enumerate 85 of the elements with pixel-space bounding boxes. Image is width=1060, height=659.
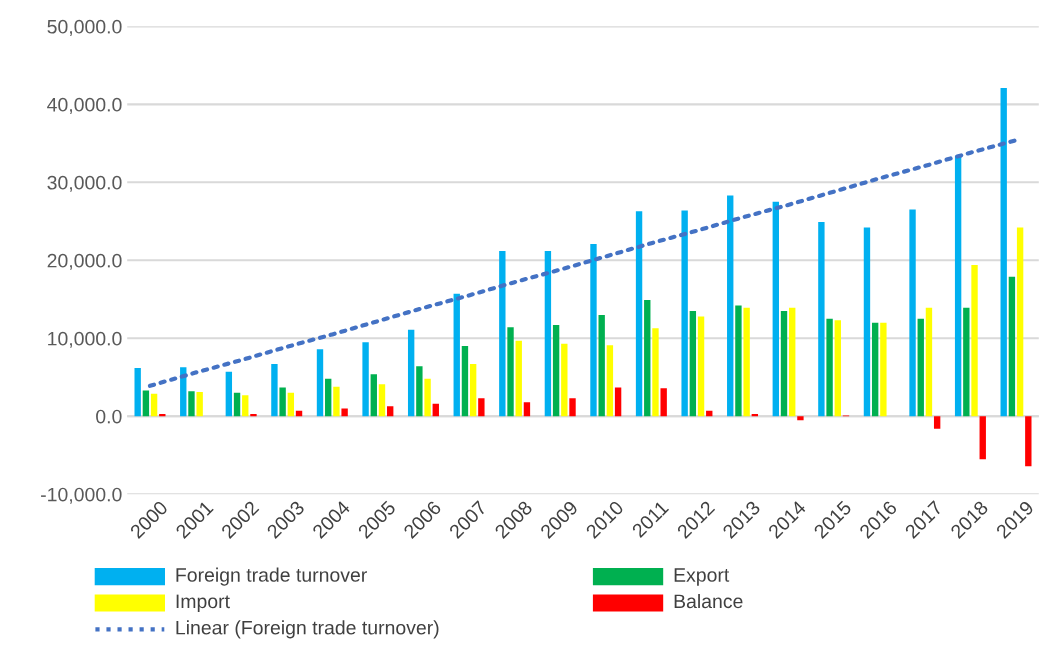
bar xyxy=(954,155,962,417)
bar xyxy=(271,364,278,417)
bar xyxy=(362,342,369,417)
y-tick-label: 0.0 xyxy=(96,409,122,424)
bar xyxy=(780,310,788,417)
bar xyxy=(233,392,241,417)
bar xyxy=(971,264,978,417)
bar xyxy=(772,201,779,417)
legend-label: Export xyxy=(674,568,730,586)
bar xyxy=(142,390,150,417)
bar xyxy=(333,386,340,417)
bar xyxy=(652,328,659,417)
bar xyxy=(461,346,469,417)
bar xyxy=(569,398,576,417)
y-tick-label: -10,000.0 xyxy=(41,487,122,504)
bar xyxy=(242,395,249,417)
bar xyxy=(150,393,158,417)
bar xyxy=(598,314,605,417)
bar xyxy=(963,307,970,417)
legend-label: Import xyxy=(176,594,230,613)
bar xyxy=(453,293,460,417)
bar xyxy=(1000,87,1007,417)
bar xyxy=(933,416,941,429)
bar xyxy=(370,374,377,417)
bar xyxy=(544,250,552,417)
bar xyxy=(689,310,697,417)
bar xyxy=(387,406,394,417)
bar xyxy=(606,345,614,417)
bar xyxy=(250,413,257,417)
bar xyxy=(826,318,833,417)
bar xyxy=(279,387,286,417)
bar xyxy=(909,209,916,417)
bar xyxy=(523,402,531,417)
y-tick-label: 20,000.0 xyxy=(47,253,122,270)
bar xyxy=(979,416,986,460)
line-series xyxy=(147,138,1019,388)
bar xyxy=(614,387,622,417)
bar xyxy=(697,316,705,417)
y-tick-label: 10,000.0 xyxy=(48,331,122,348)
bar xyxy=(635,211,643,417)
bar xyxy=(507,327,514,417)
legend-label: Foreign trade turnover xyxy=(176,567,367,586)
bar xyxy=(316,349,324,417)
bar xyxy=(818,222,825,417)
bar xyxy=(416,366,423,417)
y-tick-label: 40,000.0 xyxy=(47,97,122,114)
bar xyxy=(797,416,804,421)
bar xyxy=(499,250,506,417)
bar xyxy=(424,378,431,417)
bar xyxy=(660,388,667,417)
bar xyxy=(196,392,203,417)
y-tick-label: 30,000.0 xyxy=(47,175,122,192)
bar xyxy=(407,329,415,417)
bar xyxy=(1008,276,1016,417)
bar xyxy=(188,391,195,417)
bar xyxy=(134,367,141,417)
bar xyxy=(378,384,386,417)
bar xyxy=(478,398,485,417)
bar xyxy=(863,227,871,417)
bar xyxy=(432,403,439,417)
y-tick-label: 50,000.0 xyxy=(47,19,122,36)
bar xyxy=(925,307,933,417)
bar xyxy=(681,210,688,417)
legend-label: Balance xyxy=(674,593,743,609)
bar xyxy=(287,392,295,417)
bar xyxy=(552,325,560,417)
bar xyxy=(880,322,887,417)
bar xyxy=(834,320,841,417)
bar xyxy=(515,340,522,417)
bar xyxy=(225,371,233,417)
bar xyxy=(917,318,924,417)
bar xyxy=(727,195,734,417)
bar xyxy=(735,305,742,417)
bar xyxy=(469,364,477,417)
bar xyxy=(743,307,750,417)
legend-label: Linear (Foreign trade turnover) xyxy=(176,620,439,639)
bar xyxy=(1016,227,1024,417)
bar xyxy=(789,307,796,417)
bar xyxy=(325,378,332,417)
bar xyxy=(644,300,651,417)
bar xyxy=(590,243,597,417)
bar xyxy=(341,408,348,417)
bar xyxy=(871,322,879,417)
bar xyxy=(561,343,568,417)
bar xyxy=(1025,416,1032,467)
